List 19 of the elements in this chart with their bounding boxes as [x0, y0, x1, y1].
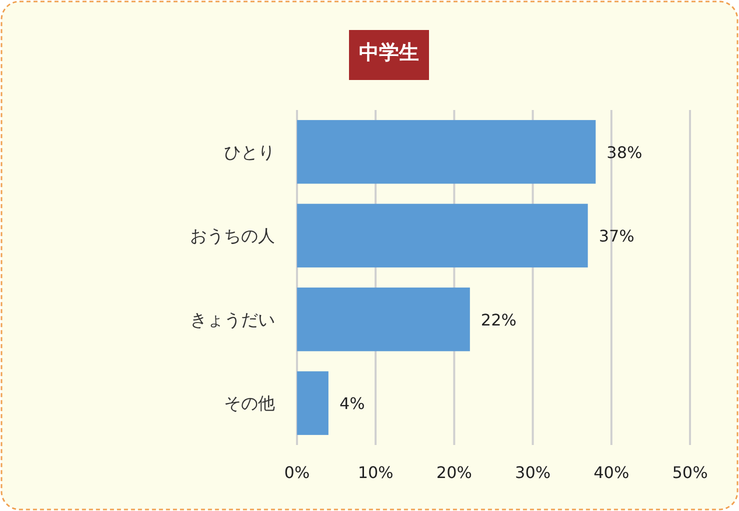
y-tick-label: その他	[224, 394, 275, 414]
chart-title: 中学生	[359, 40, 419, 64]
x-tick-label: 0%	[284, 463, 310, 482]
bar	[297, 120, 596, 184]
bar	[297, 204, 588, 268]
data-label: 38%	[606, 142, 642, 162]
bar	[297, 288, 470, 352]
y-tick-label: おうちの人	[190, 226, 275, 247]
data-label: 37%	[598, 226, 634, 246]
y-tick-label: ひとり	[224, 142, 275, 163]
x-tick-label: 20%	[436, 463, 472, 482]
y-tick-label: きょうだい	[190, 310, 275, 330]
x-tick-label: 50%	[672, 463, 708, 482]
x-tick-label: 40%	[594, 463, 630, 482]
x-tick-label: 10%	[358, 463, 394, 482]
data-label: 22%	[480, 310, 516, 330]
x-tick-label: 30%	[515, 463, 551, 482]
data-label: 4%	[339, 394, 365, 414]
bar	[297, 371, 328, 435]
